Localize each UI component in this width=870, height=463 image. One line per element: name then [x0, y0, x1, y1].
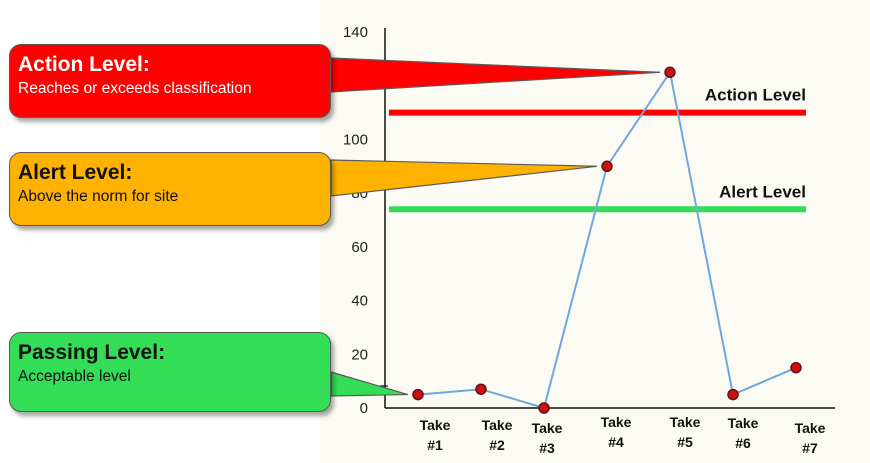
callout-pointer-action [330, 57, 661, 93]
data-point [475, 383, 487, 395]
callout-passing-level: Passing Level: Acceptable level [9, 332, 331, 412]
x-tick-label: Take #6 [728, 415, 759, 451]
x-tick-label: Take #3 [532, 420, 563, 456]
callout-pointers [330, 57, 661, 397]
category-labels: Take #1 Take #2 Take #3 Take #4 Take #5 Take #6 Take… [420, 414, 826, 456]
callout-action-level: Action Level: Reaches or exceeds classif… [9, 44, 331, 118]
callout-alert-subtitle: Above the norm for site [18, 188, 179, 205]
x-tick-label: Take #4 [601, 414, 632, 450]
data-point [538, 402, 550, 414]
x-tick-label: Take #7 [795, 420, 826, 456]
data-point [601, 160, 613, 173]
reference-line-label: Alert Level [719, 182, 806, 201]
y-tick-label: 40 [351, 293, 368, 310]
data-point [790, 361, 802, 374]
callout-pointer-passing [330, 371, 409, 397]
reference-line-label: Action Level [705, 86, 806, 105]
x-tick-label: Take #1 [420, 417, 451, 453]
callout-action-subtitle: Reaches or exceeds classification [18, 80, 252, 97]
y-tick-label: 60 [351, 239, 368, 256]
series-line [417, 69, 797, 410]
x-tick-label: Take #2 [482, 417, 513, 453]
data-point [412, 388, 424, 401]
y-tick-label: 0 [360, 400, 368, 417]
y-tick-label: 100 [343, 131, 368, 148]
data-point [664, 66, 676, 79]
axes: 020406080100120140 [343, 24, 835, 417]
callout-passing-title: Passing Level: [18, 341, 166, 364]
x-tick-label: Take #5 [670, 414, 701, 450]
y-tick-label: 140 [343, 24, 368, 41]
data-point [727, 388, 739, 401]
callout-passing-subtitle: Acceptable level [18, 368, 131, 385]
callout-alert-level: Alert Level: Above the norm for site [9, 152, 331, 226]
callout-pointer-alert [330, 159, 598, 197]
callout-action-title: Action Level: [18, 53, 150, 76]
y-tick-label: 20 [351, 346, 368, 363]
series [412, 66, 802, 414]
reference-lines: Action Level Alert Level [389, 86, 806, 213]
callout-alert-title: Alert Level: [18, 161, 133, 184]
